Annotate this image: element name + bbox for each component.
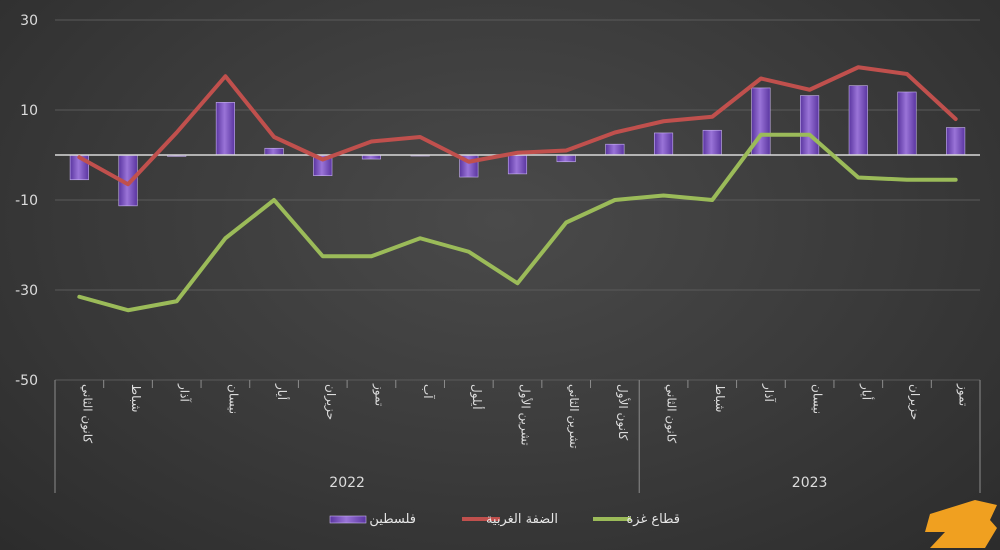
bar [702, 129, 722, 156]
category-label: تشرين الأول [518, 384, 534, 446]
y-tick-label: 30 [20, 13, 38, 29]
bar [946, 127, 966, 156]
year-label: 2023 [792, 475, 828, 491]
category-label: أيلول [469, 384, 485, 410]
bar [264, 147, 284, 156]
series-line [77, 132, 958, 313]
category-label: تموز [956, 383, 971, 406]
y-tick-label: 10 [20, 103, 38, 119]
bar [215, 102, 235, 156]
category-label: كانون الثاني [664, 384, 679, 443]
line-series [77, 65, 958, 313]
category-label: تموز [371, 383, 386, 406]
category-label: أيار [274, 383, 290, 400]
y-tick-label: -10 [15, 193, 38, 209]
bar [848, 85, 868, 156]
bar [507, 154, 528, 175]
logo-mark [925, 500, 997, 548]
category-label: نيسان [226, 384, 240, 414]
category-label: آذار [761, 383, 777, 402]
bar-series [69, 85, 966, 207]
grid [55, 19, 980, 381]
legend: فلسطين الضفة الغربية قطاع غزة [329, 512, 680, 527]
x-axis: كانون الثاني شباط آذار نيسان أيار حزيران تموز آ… [54, 380, 981, 493]
category-label: آذار [177, 383, 193, 402]
series-line [77, 65, 958, 187]
y-tick-label: -30 [15, 283, 38, 299]
bar [897, 91, 917, 156]
category-label: آب [421, 384, 436, 399]
category-label: كانون الثاني [79, 384, 94, 443]
category-label: تشرين الثاني [566, 384, 581, 449]
y-tick-label: -50 [15, 373, 38, 389]
bar [605, 143, 625, 156]
category-label: حزيران [907, 384, 922, 420]
logo [925, 500, 997, 548]
legend-label: الضفة الغربية [486, 512, 558, 527]
legend-label: فلسطين [369, 512, 416, 527]
year-label: 2022 [329, 475, 365, 491]
bar [556, 154, 576, 163]
category-label: حزيران [323, 384, 338, 420]
category-label: أيار [858, 383, 874, 400]
category-label: شباط [713, 384, 727, 412]
bar [654, 132, 674, 156]
y-axis: 30 10 -10 -30 -50 [15, 13, 38, 389]
category-label: نيسان [811, 384, 825, 414]
legend-label: قطاع غزة [626, 512, 680, 527]
category-label: كانون الأول [615, 384, 631, 441]
bar [800, 95, 820, 156]
legend-swatch-bar [329, 515, 367, 524]
category-label: شباط [129, 384, 143, 412]
